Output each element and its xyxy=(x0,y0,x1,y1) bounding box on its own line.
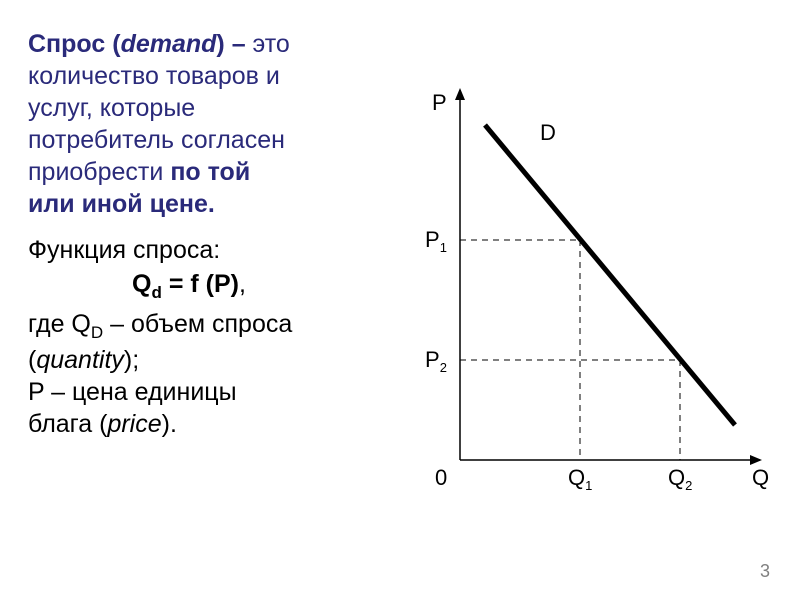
formula-comma: , xyxy=(239,270,246,298)
svg-text:Q1: Q1 xyxy=(568,465,592,493)
def-line5b: по той xyxy=(170,158,250,186)
svg-text:P: P xyxy=(432,90,447,115)
definition-line-1: Спрос (demand) – это xyxy=(28,28,350,60)
chart-svg: P Q 0 D P1 P2 Q1 Q2 xyxy=(400,70,780,500)
page-number: 3 xyxy=(760,561,770,582)
where-qd-c: – объем спроса xyxy=(103,310,292,338)
definition-line-4: потребитель согласен xyxy=(28,124,350,156)
body-line-where-qd: где QD – объем спроса xyxy=(28,308,350,344)
quantity-close: ); xyxy=(124,346,139,374)
term-spros: Спрос xyxy=(28,30,105,58)
definition-line-2: количество товаров и xyxy=(28,60,350,92)
body-line-function: Функция спроса: xyxy=(28,234,350,266)
paren-close-glyph: ) xyxy=(216,30,224,58)
quantity-word: quantity xyxy=(36,346,124,374)
demand-chart: P Q 0 D P1 P2 Q1 Q2 xyxy=(400,70,780,500)
term-demand: demand xyxy=(121,30,217,58)
definition-block: Спрос (demand) – это количество товаров … xyxy=(28,28,350,220)
paren-open-glyph: ( xyxy=(112,30,120,58)
body-line-price: блага (price). xyxy=(28,408,350,440)
formula-d: d xyxy=(152,283,162,302)
formula-line: Qd = f (P), xyxy=(28,268,350,304)
svg-text:Q: Q xyxy=(752,465,769,490)
svg-text:P1: P1 xyxy=(425,227,447,255)
price-a: блага ( xyxy=(28,410,107,438)
text-column: Спрос (demand) – это количество товаров … xyxy=(0,0,370,600)
definition-line-6: или иной цене. xyxy=(28,188,350,220)
def-tail1: это xyxy=(253,30,290,58)
definition-line-3: услуг, которые xyxy=(28,92,350,124)
definition-line-5: приобрести по той xyxy=(28,156,350,188)
where-qd-a: где Q xyxy=(28,310,91,338)
dash: – xyxy=(225,30,253,58)
def-line6: или иной цене. xyxy=(28,190,215,218)
body-line-p: P – цена единицы xyxy=(28,376,350,408)
price-word: price xyxy=(107,410,161,438)
def-line5a: приобрести xyxy=(28,158,170,186)
svg-text:0: 0 xyxy=(435,465,447,490)
svg-text:P2: P2 xyxy=(425,347,447,375)
svg-text:Q2: Q2 xyxy=(668,465,692,493)
svg-text:D: D xyxy=(540,120,556,145)
where-qd-b: D xyxy=(91,323,103,342)
formula-Q: Q xyxy=(132,270,151,298)
price-close: ). xyxy=(162,410,177,438)
chart-column: P Q 0 D P1 P2 Q1 Q2 xyxy=(370,0,800,600)
formula-rest: = f (P) xyxy=(162,270,239,298)
body-line-quantity: (quantity); xyxy=(28,344,350,376)
